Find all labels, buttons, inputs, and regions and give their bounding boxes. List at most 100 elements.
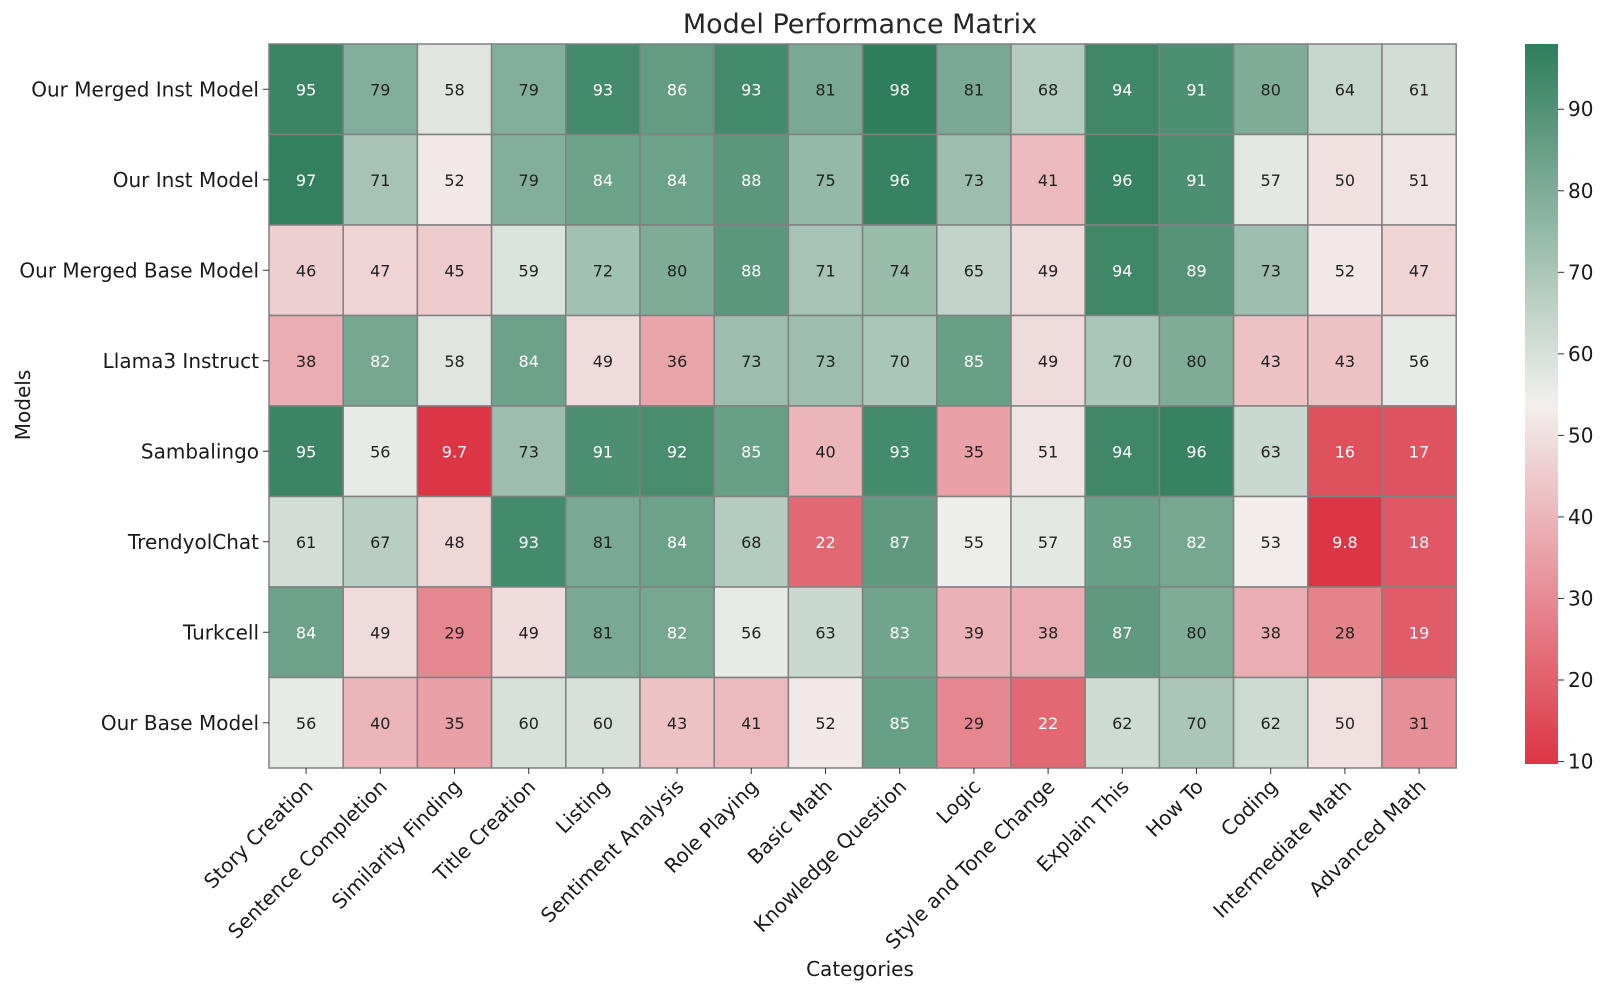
heatmap-cell [1381, 495, 1457, 588]
cell-value-label: 38 [296, 352, 316, 371]
cell-value-label: 48 [444, 533, 464, 552]
heatmap-cell [342, 586, 419, 679]
heatmap-cell [1381, 586, 1457, 679]
cell-value-label: 57 [1261, 171, 1281, 190]
colorbar-tick-label: 80 [1568, 179, 1593, 203]
cell-value-label: 83 [890, 623, 910, 642]
colorbar-tick-label: 40 [1568, 505, 1593, 529]
cell-value-label: 47 [370, 261, 390, 280]
cell-value-label: 80 [1261, 80, 1281, 99]
heatmap-cell [565, 133, 641, 226]
heatmap-cell [565, 224, 641, 317]
cell-value-label: 17 [1409, 442, 1429, 461]
cell-value-label: 87 [890, 533, 910, 552]
colorbar-tick-label: 50 [1568, 423, 1593, 447]
heatmap-cell [639, 586, 715, 679]
cell-value-label: 29 [444, 623, 464, 642]
colorbar-tick-label: 60 [1568, 342, 1593, 366]
column-label: Listing [551, 775, 615, 839]
heatmap-cell [1084, 676, 1161, 769]
cell-value-label: 88 [741, 171, 761, 190]
cell-value-label: 47 [1409, 261, 1429, 280]
cell-value-label: 39 [964, 623, 984, 642]
heatmap-cell [1307, 133, 1383, 226]
cell-value-label: 92 [667, 442, 687, 461]
cell-value-label: 68 [741, 533, 761, 552]
cell-value-label: 93 [519, 533, 539, 552]
heatmap-cell [713, 133, 790, 226]
heatmap-cell [268, 676, 344, 769]
cell-value-label: 70 [1112, 352, 1132, 371]
heatmap-cell [1381, 314, 1457, 407]
cell-value-label: 38 [1038, 623, 1058, 642]
heatmap-cell [639, 133, 715, 226]
cell-value-label: 28 [1335, 623, 1355, 642]
cell-value-label: 58 [444, 352, 464, 371]
cell-value-label: 81 [593, 623, 613, 642]
column-label: How To [1141, 775, 1208, 842]
cell-value-label: 56 [296, 714, 316, 733]
cell-value-label: 82 [667, 623, 687, 642]
cell-value-label: 79 [370, 80, 390, 99]
heatmap-cell [268, 586, 344, 679]
column-label: Sentiment Analysis [536, 775, 689, 928]
cell-value-label: 81 [964, 80, 984, 99]
heatmap-cell [342, 495, 419, 588]
heatmap-cell [713, 586, 790, 679]
cell-value-label: 52 [815, 714, 835, 733]
heatmap-cell [490, 586, 567, 679]
cell-value-label: 94 [1112, 261, 1132, 280]
heatmap-cell [416, 676, 493, 769]
cell-value-label: 40 [370, 714, 390, 733]
cell-value-label: 96 [1112, 171, 1132, 190]
heatmap-cell [1232, 43, 1309, 136]
heatmap-cell [861, 495, 938, 588]
heatmap-cell [1381, 405, 1457, 498]
cell-value-label: 79 [519, 171, 539, 190]
heatmap-cell [490, 405, 567, 498]
cell-value-label: 59 [519, 261, 539, 280]
heatmap-cell [490, 133, 567, 226]
heatmap-cell [787, 495, 864, 588]
heatmap-cell [713, 314, 790, 407]
cell-value-label: 84 [593, 171, 613, 190]
cell-value-label: 81 [593, 533, 613, 552]
cell-value-label: 71 [370, 171, 390, 190]
cell-value-label: 96 [890, 171, 910, 190]
cell-value-label: 53 [1261, 533, 1281, 552]
heatmap-cell [1084, 133, 1161, 226]
cell-value-label: 49 [370, 623, 390, 642]
chart-title: Model Performance Matrix [683, 9, 1037, 40]
heatmap-cell [1381, 43, 1457, 136]
heatmap-cell [1010, 314, 1086, 407]
cell-value-label: 94 [1112, 442, 1132, 461]
cell-value-label: 60 [519, 714, 539, 733]
heatmap-cell [342, 405, 419, 498]
cell-value-label: 84 [519, 352, 539, 371]
heatmap-cell [565, 495, 641, 588]
heatmap-cell [490, 676, 567, 769]
column-label: Similarity Finding [327, 775, 466, 914]
y-axis-label: Models [11, 370, 35, 440]
cell-value-label: 93 [890, 442, 910, 461]
heatmap-cell [936, 224, 1012, 317]
cell-value-label: 88 [741, 261, 761, 280]
heatmap-cell [1381, 676, 1457, 769]
heatmap-cell [1010, 495, 1086, 588]
cell-value-label: 73 [519, 442, 539, 461]
cell-value-label: 91 [1186, 80, 1206, 99]
heatmap-cell [936, 43, 1012, 136]
colorbar-gradient [1525, 44, 1558, 764]
heatmap-cell [1010, 405, 1086, 498]
heatmap-cell [1010, 586, 1086, 679]
cell-value-label: 73 [964, 171, 984, 190]
cell-value-label: 82 [1186, 533, 1206, 552]
heatmap-cell [342, 43, 419, 136]
heatmap-cell [1232, 495, 1309, 588]
cell-value-label: 67 [370, 533, 390, 552]
heatmap-cell [1307, 495, 1383, 588]
cell-value-label: 91 [1186, 171, 1206, 190]
column-label: Logic [931, 775, 985, 829]
colorbar-tick-label: 70 [1568, 260, 1593, 284]
